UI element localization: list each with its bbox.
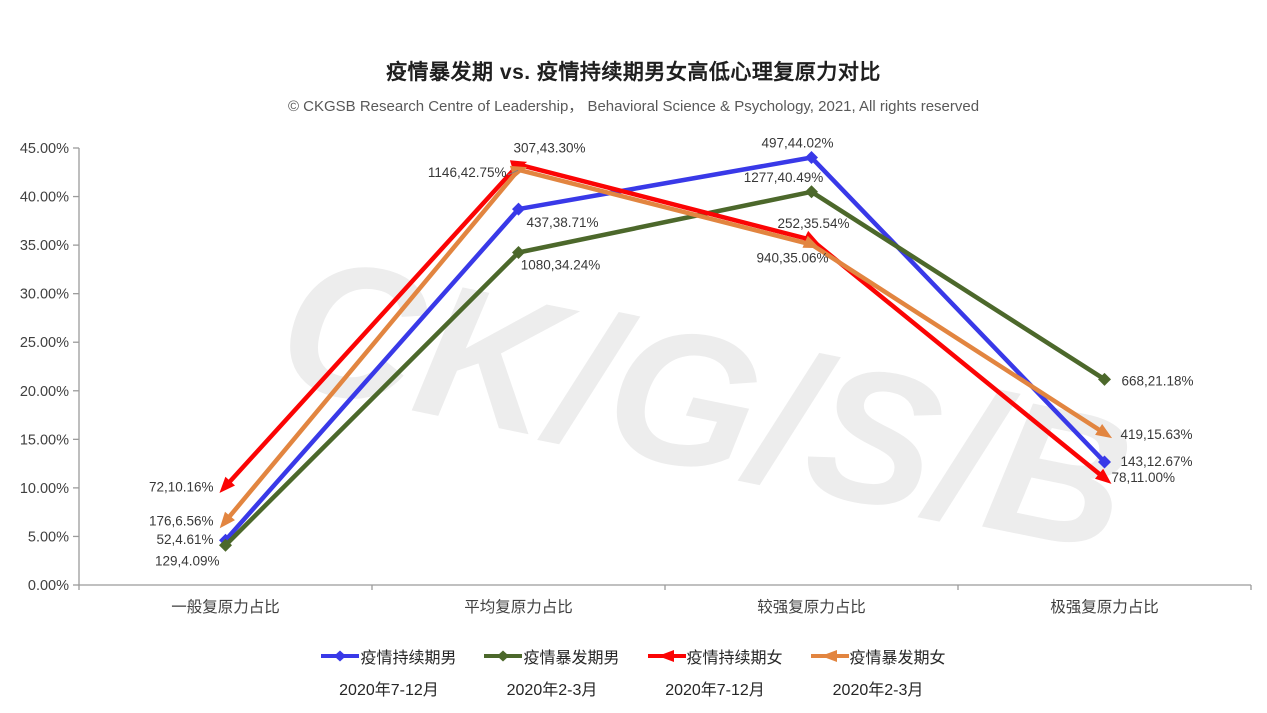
y-tick-label: 40.00% — [20, 190, 69, 206]
x-category-label: 较强复原力占比 — [757, 598, 866, 616]
legend-series-period: 2020年2-3月 — [506, 682, 598, 699]
chart-legend: 疫情持续期男 2020年7-12月 疫情暴发期男 2020年2-3月 疫情持续期女 2… — [0, 644, 1267, 700]
legend-series-name: 疫情暴发期女 — [849, 650, 946, 667]
data-label: 940,35.06% — [756, 251, 828, 266]
diamond-marker-icon — [1098, 455, 1111, 469]
legend-marker-icon — [321, 650, 360, 662]
series-line — [223, 167, 1106, 523]
data-label: 437,38.71% — [526, 215, 598, 230]
diamond-marker-icon — [805, 185, 818, 199]
y-tick-label: 25.00% — [20, 335, 69, 351]
legend-key-row: 疫情暴发期女 — [810, 644, 946, 668]
data-label: 668,21.18% — [1122, 373, 1194, 388]
arrow-marker-icon — [802, 235, 820, 249]
legend-item: 疫情暴发期女 2020年2-3月 — [810, 644, 946, 700]
arrow-marker-icon — [1095, 423, 1113, 439]
series-line — [223, 162, 1106, 488]
y-tick-label: 45.00% — [20, 141, 69, 157]
data-label: 72,10.16% — [149, 479, 214, 494]
legend-marker-icon — [647, 650, 686, 662]
series-疫情暴发期女 — [219, 165, 1113, 529]
legend-series-period: 2020年2-3月 — [832, 682, 924, 699]
legend-marker-icon — [810, 650, 849, 662]
series-line — [223, 155, 1107, 542]
x-category-label: 一般复原力占比 — [171, 598, 280, 616]
series-疫情暴发期男 — [219, 185, 1111, 552]
data-label: 497,44.02% — [761, 136, 833, 151]
diamond-marker-icon — [219, 538, 232, 552]
series-line — [223, 189, 1106, 547]
data-label: 176,6.56% — [149, 513, 214, 528]
y-tick-label: 30.00% — [20, 287, 69, 303]
data-label: 129,4.09% — [155, 553, 220, 568]
chart-title: 疫情暴发期 vs. 疫情持续期男女高低心理复原力对比 — [386, 61, 881, 84]
data-label: 307,43.30% — [513, 141, 585, 156]
y-tick-label: 20.00% — [20, 384, 69, 400]
data-label: 252,35.54% — [777, 216, 849, 231]
arrow-marker-icon — [509, 165, 528, 179]
data-label: 52,4.61% — [156, 532, 213, 547]
y-tick-label: 35.00% — [20, 238, 69, 254]
x-category-label: 极强复原力占比 — [1050, 598, 1159, 616]
legend-item: 疫情持续期男 2020年7-12月 — [321, 644, 456, 700]
arrow-marker-icon — [219, 476, 236, 493]
y-tick-label: 15.00% — [20, 432, 69, 448]
diamond-marker-icon — [805, 151, 818, 165]
data-label: 1277,40.49% — [744, 170, 824, 185]
data-label: 143,12.67% — [1121, 454, 1193, 469]
legend-series-period: 2020年7-12月 — [339, 682, 439, 699]
data-label: 1146,42.75% — [428, 165, 507, 180]
diamond-marker-icon — [512, 202, 525, 216]
label-leader-line — [507, 169, 519, 176]
legend-key-row: 疫情持续期女 — [647, 644, 783, 668]
legend-series-name: 疫情暴发期男 — [523, 650, 620, 667]
data-label: 78,11.00% — [1112, 470, 1176, 485]
y-tick-label: 0.00% — [28, 578, 69, 594]
diamond-marker-icon — [512, 245, 525, 259]
data-label: 1080,34.24% — [521, 257, 601, 272]
chart-subtitle: © CKGSB Research Centre of Leadership， B… — [287, 98, 980, 115]
arrow-marker-icon — [1094, 468, 1112, 484]
legend-item: 疫情持续期女 2020年7-12月 — [647, 644, 783, 700]
legend-series-period: 2020年7-12月 — [665, 682, 765, 699]
arrow-marker-icon — [219, 511, 235, 529]
legend-item: 疫情暴发期男 2020年2-3月 — [484, 644, 620, 700]
legend-series-name: 疫情持续期男 — [360, 650, 457, 667]
diamond-marker-icon — [1098, 372, 1111, 386]
legend-marker-icon — [484, 650, 523, 662]
data-label: 419,15.63% — [1121, 427, 1193, 442]
line-chart-plot-area: CK/G/S/B0.00%5.00%10.00%15.00%20.00%25.0… — [20, 136, 1252, 616]
x-category-label: 平均复原力占比 — [464, 598, 573, 616]
chart-header: 疫情暴发期 vs. 疫情持续期男女高低心理复原力对比 © CKGSB Resea… — [0, 0, 1267, 116]
legend-key-row: 疫情持续期男 — [321, 644, 456, 668]
legend-key-row: 疫情暴发期男 — [484, 644, 620, 668]
y-tick-label: 5.00% — [28, 529, 69, 545]
legend-series-name: 疫情持续期女 — [686, 650, 783, 667]
y-tick-label: 10.00% — [20, 481, 69, 497]
